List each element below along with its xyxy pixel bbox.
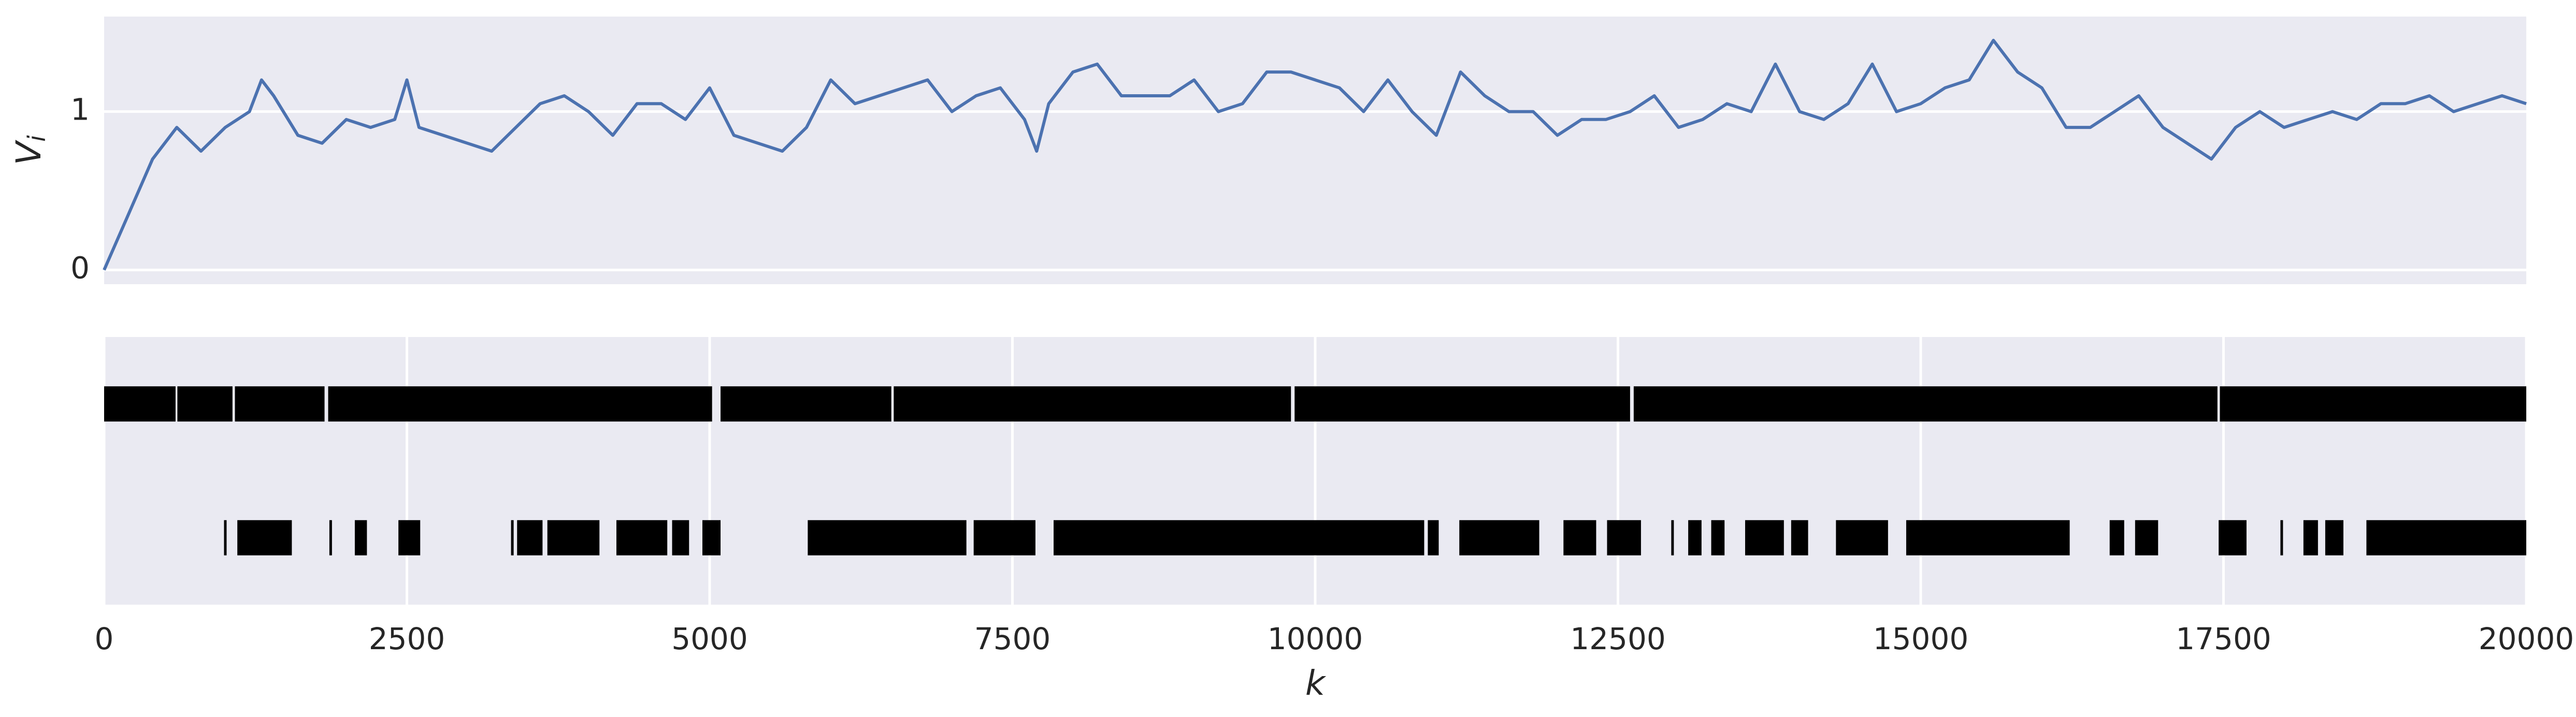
y-label-sub: i	[23, 135, 51, 142]
event-block	[702, 520, 721, 555]
event-block	[894, 386, 1291, 422]
event-block	[2135, 520, 2158, 555]
event-block	[2109, 520, 2124, 555]
event-block	[808, 520, 967, 555]
event-block	[616, 520, 668, 555]
x-tick-label: 7500	[974, 621, 1051, 656]
event-block	[398, 520, 421, 555]
x-tick-label: 0	[95, 621, 114, 656]
x-axis-label: k	[1305, 663, 1327, 703]
event-block	[354, 520, 367, 555]
y-tick-label: 1	[70, 92, 90, 127]
event-block	[547, 520, 600, 555]
event-block	[1428, 520, 1439, 555]
event-block	[2220, 386, 2526, 422]
data-line	[103, 38, 2527, 271]
event-block	[237, 520, 292, 555]
y-label-base: V	[9, 140, 49, 165]
event-block	[2366, 520, 2526, 555]
event-block	[224, 520, 227, 555]
event-block	[329, 520, 332, 555]
event-block	[1294, 386, 1630, 422]
event-block	[2280, 520, 2283, 555]
plot-area	[104, 17, 2526, 284]
event-block	[104, 386, 176, 422]
event-block	[1053, 520, 1424, 555]
event-block	[1671, 520, 1674, 555]
event-block	[1633, 386, 2218, 422]
event-block	[235, 386, 325, 422]
event-block	[2325, 520, 2343, 555]
event-block	[177, 386, 233, 422]
x-tick-label: 15000	[1873, 621, 1969, 656]
event-block	[2219, 520, 2247, 555]
event-block	[517, 520, 543, 555]
event-block	[721, 386, 891, 422]
event-block	[511, 520, 514, 555]
event-block	[1791, 520, 1808, 555]
x-tick-label: 10000	[1268, 621, 1363, 656]
event-block	[1459, 520, 1539, 555]
y-axis-label: Vi	[9, 135, 50, 165]
event-block	[1745, 520, 1784, 555]
event-block	[1836, 520, 1888, 555]
x-tick-label: 12500	[1570, 621, 1666, 656]
x-tick-label: 2500	[369, 621, 445, 656]
x-tick-label: 5000	[671, 621, 748, 656]
event-block	[1563, 520, 1596, 555]
event-block	[2303, 520, 2318, 555]
event-block	[672, 520, 689, 555]
event-block	[1711, 520, 1725, 555]
event-block	[1906, 520, 2070, 555]
x-tick-label: 17500	[2176, 621, 2271, 656]
event-block	[1607, 520, 1641, 555]
y-tick-label: 0	[70, 251, 90, 286]
event-block	[328, 386, 712, 422]
event-block	[1688, 520, 1702, 555]
x-tick-label: 20000	[2479, 621, 2574, 656]
event-block	[973, 520, 1035, 555]
